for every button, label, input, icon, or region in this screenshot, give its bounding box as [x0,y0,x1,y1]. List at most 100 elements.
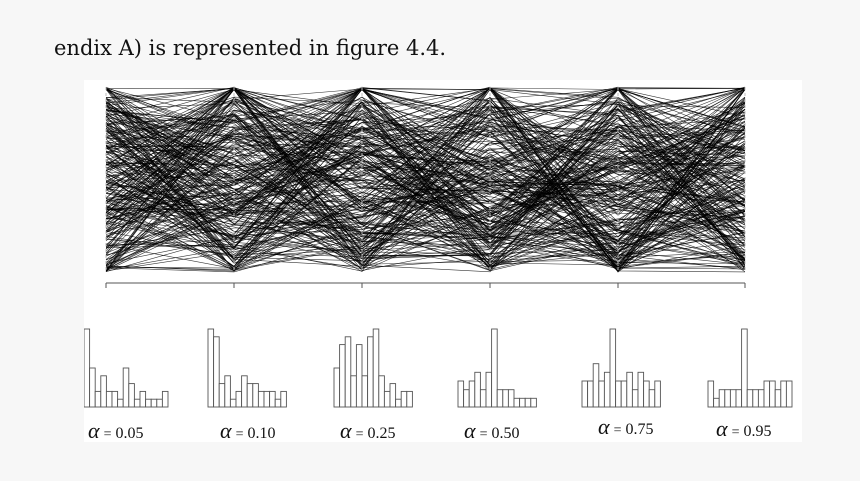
pc-line [105,87,746,231]
pc-line [105,165,746,266]
histogram-bar [100,375,107,408]
alpha-label-6: α = 0.95 [716,416,771,442]
histogram-bar [246,383,254,408]
histogram-1 [84,328,169,408]
alpha-value: 0.05 [115,425,144,442]
pc-line [105,151,746,267]
histogram-bar [406,390,413,408]
histogram-5 [581,328,661,408]
pc-line [105,89,746,225]
pc-line [105,96,746,271]
histogram-bar [654,380,661,408]
histogram-bar [145,398,152,408]
pc-line [105,108,746,195]
pc-line [105,118,746,248]
histogram-bar [133,398,141,408]
histogram-bar [780,380,787,408]
pc-line [105,104,746,264]
pc-line [105,88,746,212]
pc-line [105,108,746,249]
histogram-bar [457,380,465,408]
histogram-bar [718,389,726,408]
histogram-bar [241,375,248,408]
alpha-label-3: α = 0.25 [340,418,395,444]
histogram-bar [400,390,408,408]
histogram-bar [530,397,537,408]
histogram-bar [631,389,639,408]
pc-line [105,146,746,247]
pc-line [105,89,746,263]
pc-line [105,86,746,225]
histogram-bar [269,390,276,408]
histogram-bar [524,397,532,408]
histogram-bar [513,397,521,408]
histogram-bar [94,390,102,408]
pc-line [105,88,746,271]
pc-line [105,97,746,272]
histogram-bar [479,389,487,408]
pc-line [105,98,746,247]
pc-line [105,88,746,273]
histogram-bar [395,398,402,408]
pc-line [105,89,746,244]
alpha-symbol: α [340,418,352,443]
histogram-bar [161,390,169,408]
histogram-bar [519,397,526,408]
alpha-label-4: α = 0.50 [464,418,519,444]
histogram-bar [485,371,493,408]
pc-line [105,89,746,166]
histograms [84,328,793,408]
pc-line [105,86,746,269]
pc-line [105,104,746,260]
pc-line [105,100,746,262]
histogram-bar [333,367,341,408]
histogram-6 [707,328,793,408]
pc-line [105,123,746,252]
histogram-bar [496,389,504,408]
pc-line [105,87,746,251]
pc-line [105,88,746,199]
histogram-bar [122,367,130,408]
pc-line [105,88,746,265]
pc-line [105,109,746,264]
histogram-bar [274,398,282,408]
pc-line [105,118,746,242]
histogram-bar [724,389,731,408]
pc-line [105,158,746,267]
pc-line [105,87,746,272]
pc-line [105,112,746,260]
figure-4-4: α = 0.05 α = 0.10 α = 0.25 α = 0.50 α = … [84,80,802,444]
histogram-bar [463,389,470,408]
pc-line [105,109,746,266]
alpha-symbol: α [220,418,232,443]
alpha-symbol: α [464,418,476,443]
pc-line [105,88,746,256]
histogram-bar [763,380,771,408]
pc-line [105,86,746,270]
pc-line [105,116,746,261]
alpha-symbol: α [88,418,100,443]
alpha-value: 0.25 [367,425,396,442]
histogram-bar [128,383,135,408]
pc-line [105,104,746,257]
histogram-bar [757,389,765,408]
pc-line [105,89,746,196]
histogram-bar [389,383,397,408]
pc-line [105,114,746,271]
pc-line [105,87,746,228]
pc-line [105,100,746,232]
pc-line [105,87,746,217]
alpha-value: 0.10 [247,425,276,442]
parallel-coordinates-axes [105,87,746,288]
pc-line [105,89,746,261]
histogram-bar [729,389,737,408]
pc-line [105,134,746,254]
pc-line [105,128,746,261]
pc-line [105,88,746,173]
alpha-value: 0.50 [491,425,520,442]
histogram-bar [257,390,265,408]
histogram-bar [218,383,226,408]
pc-line [105,88,746,260]
pc-line [105,87,746,259]
histogram-2 [207,328,287,408]
